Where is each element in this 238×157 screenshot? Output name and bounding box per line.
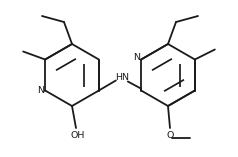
Text: N: N — [37, 86, 44, 95]
Text: N: N — [133, 53, 140, 62]
Text: HN: HN — [115, 73, 129, 82]
Text: OH: OH — [71, 132, 85, 141]
Text: O: O — [166, 130, 174, 140]
